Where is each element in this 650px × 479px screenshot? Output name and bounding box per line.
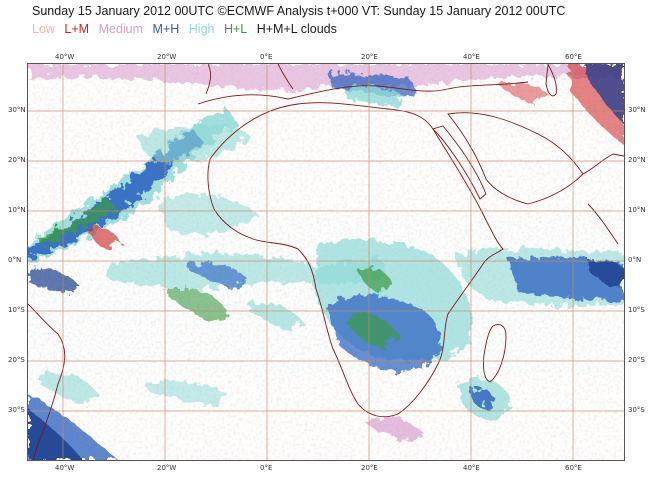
lon-tick-label: 40°W: [55, 464, 75, 472]
map-canvas: [28, 64, 624, 460]
lat-tick-label-right: 0°N: [628, 256, 642, 264]
lat-tick-label-right: 20°N: [628, 156, 646, 164]
lon-tick-label-top: 40°E: [463, 53, 480, 61]
lon-tick-label-top: 40°W: [55, 53, 75, 61]
lon-tick-label-top: 20°W: [157, 53, 177, 61]
lat-tick-label: 10°N: [8, 206, 26, 214]
lat-tick-label-right: 20°S: [628, 356, 645, 364]
lat-tick-label-right: 10°N: [628, 206, 646, 214]
cloud-legend: Low L+M Medium M+H High H+L H+M+L clouds: [32, 22, 343, 36]
lon-tick-label-top: 0°E: [260, 53, 273, 61]
lon-tick-label: 20°W: [157, 464, 177, 472]
lat-tick-label-right: 30°S: [628, 406, 645, 414]
legend-high: High: [188, 22, 215, 36]
lat-tick-label-right: 10°S: [628, 306, 645, 314]
lon-tick-label-top: 60°E: [565, 53, 582, 61]
lon-tick-label: 60°E: [565, 464, 582, 472]
lat-tick-label: 30°S: [8, 406, 25, 414]
legend-medium-high: M+H: [152, 22, 180, 36]
legend-all-layers: H+M+L clouds: [256, 22, 337, 36]
lon-tick-label-top: 20°E: [361, 53, 378, 61]
cloud-bands: [28, 64, 624, 460]
cloud-map: [27, 63, 625, 461]
map-title: Sunday 15 January 2012 00UTC ©ECMWF Anal…: [32, 4, 566, 18]
legend-high-low: H+L: [223, 22, 248, 36]
lat-tick-label: 0°N: [8, 256, 22, 264]
legend-low-medium: L+M: [64, 22, 90, 36]
lon-tick-label: 0°E: [260, 464, 273, 472]
legend-medium: Medium: [98, 22, 144, 36]
lon-tick-label: 20°E: [361, 464, 378, 472]
lat-tick-label-right: 30°N: [628, 106, 646, 114]
lat-tick-label: 20°S: [8, 356, 25, 364]
lat-tick-label: 20°N: [8, 156, 26, 164]
lat-tick-label: 10°S: [8, 306, 25, 314]
graticule: [28, 64, 624, 460]
legend-low: Low: [32, 22, 55, 36]
lat-tick-label: 30°N: [8, 106, 26, 114]
lon-tick-label: 40°E: [463, 464, 480, 472]
